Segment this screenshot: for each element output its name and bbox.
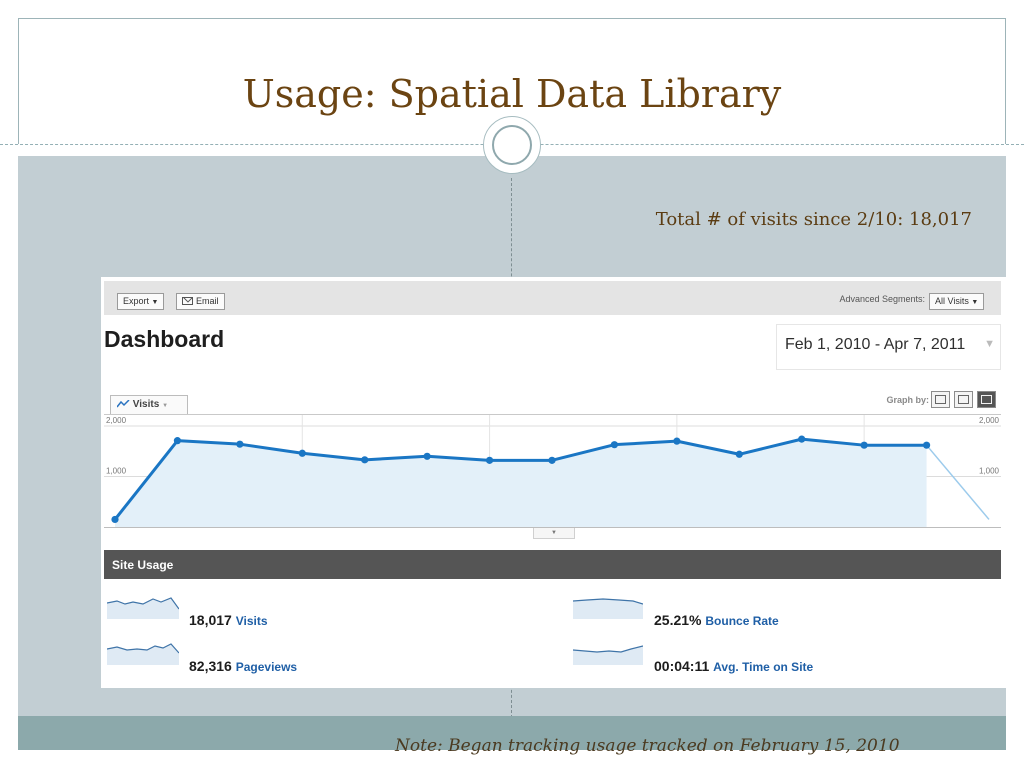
pageviews-sparkline xyxy=(107,643,179,665)
advanced-segments-label: Advanced Segments: xyxy=(839,294,925,304)
stat-visits-link[interactable]: Visits xyxy=(235,614,268,628)
chevron-down-icon: ▼ xyxy=(971,299,979,306)
frame-right-line xyxy=(1005,18,1006,144)
visits-data-point xyxy=(735,450,743,458)
visits-data-point xyxy=(610,441,619,449)
frame-left-line xyxy=(18,18,19,144)
dashboard-toolbar: Export ▼ Email Advanced Segments: All Vi… xyxy=(104,281,1001,315)
advanced-segments-select[interactable]: All Visits ▼ xyxy=(929,293,985,310)
y-tick-label-left: 2,000 xyxy=(106,416,127,425)
visits-data-point xyxy=(860,441,868,449)
visits-data-point xyxy=(173,437,182,445)
metric-selector-tab[interactable]: Visits ▼ xyxy=(110,395,188,414)
graph-by-day-button[interactable] xyxy=(931,391,950,408)
stat-avg-time: 00:04:11 Avg. Time on Site xyxy=(654,658,813,674)
visits-data-point xyxy=(922,441,931,449)
visits-data-point xyxy=(548,456,556,464)
y-tick-label-left: 1,000 xyxy=(106,467,127,476)
chevron-down-icon: ▼ xyxy=(162,403,169,409)
email-button[interactable]: Email xyxy=(176,293,225,310)
stat-bounce-rate: 25.21% Bounce Rate xyxy=(654,612,779,628)
date-range-picker[interactable]: Feb 1, 2010 - Apr 7, 2011 ▼ xyxy=(776,324,1001,370)
chevron-down-icon: ▼ xyxy=(151,299,159,306)
stat-avg-time-link[interactable]: Avg. Time on Site xyxy=(713,660,814,674)
email-button-label: Email xyxy=(196,296,219,306)
stat-pageviews-value: 82,316 xyxy=(189,658,232,674)
stat-visits: 18,017 Visits xyxy=(189,612,268,628)
tracking-note: Note: Began tracking usage tracked on Fe… xyxy=(395,736,900,756)
envelope-icon xyxy=(182,297,193,305)
calendar-day-icon xyxy=(935,395,946,404)
y-tick-label-right: 2,000 xyxy=(979,416,1000,425)
total-visits-caption: Total # of visits since 2/10: 18,017 xyxy=(655,209,972,230)
visits-data-point xyxy=(298,449,306,457)
chart-collapse-handle[interactable]: ▼ xyxy=(533,528,575,539)
segments-selected-value: All Visits xyxy=(935,296,969,306)
frame-top-line xyxy=(18,18,1006,19)
avg-time-sparkline xyxy=(573,645,643,665)
dashboard-title: Dashboard xyxy=(104,326,225,352)
graph-by-week-button[interactable] xyxy=(954,391,973,408)
visits-data-point xyxy=(111,515,119,524)
visits-data-point xyxy=(361,456,369,464)
visits-data-point xyxy=(485,456,494,464)
analytics-dashboard-screenshot: Export ▼ Email Advanced Segments: All Vi… xyxy=(101,277,1007,688)
metric-tab-label: Visits xyxy=(132,399,160,410)
export-button-label: Export xyxy=(123,296,150,306)
calendar-month-icon xyxy=(981,395,992,404)
y-tick-label-right: 1,000 xyxy=(979,467,1000,476)
visits-data-point xyxy=(673,437,681,445)
visits-line xyxy=(113,437,927,521)
visits-line-partial xyxy=(925,444,990,520)
calendar-week-icon xyxy=(958,395,969,404)
stat-visits-value: 18,017 xyxy=(189,612,232,628)
graph-by-month-button[interactable] xyxy=(977,391,996,408)
stat-pageviews: 82,316 Pageviews xyxy=(189,658,297,674)
stat-pageviews-link[interactable]: Pageviews xyxy=(235,660,298,674)
visits-data-point xyxy=(236,440,244,448)
visits-area xyxy=(115,439,927,527)
stat-avg-time-value: 00:04:11 xyxy=(654,658,710,674)
trend-line-icon xyxy=(116,399,130,408)
graph-by-label: Graph by: xyxy=(886,395,929,405)
date-range-value: Feb 1, 2010 - Apr 7, 2011 xyxy=(785,336,966,353)
export-button[interactable]: Export ▼ xyxy=(117,293,165,310)
slide-title: Usage: Spatial Data Library xyxy=(242,72,782,116)
divider-circle-ornament xyxy=(483,116,541,174)
stat-bounce-rate-value: 25.21% xyxy=(654,612,702,628)
footer-band xyxy=(18,716,1006,750)
stat-bounce-rate-link[interactable]: Bounce Rate xyxy=(705,614,779,628)
site-usage-title: Site Usage xyxy=(112,558,174,572)
visits-sparkline xyxy=(107,597,179,619)
bounce-rate-sparkline xyxy=(573,598,643,619)
visits-data-point xyxy=(798,435,806,443)
chevron-down-icon: ▼ xyxy=(984,338,995,350)
visits-data-point xyxy=(423,452,431,460)
divider-circle-inner xyxy=(492,125,532,165)
site-usage-header: Site Usage xyxy=(104,550,1001,579)
